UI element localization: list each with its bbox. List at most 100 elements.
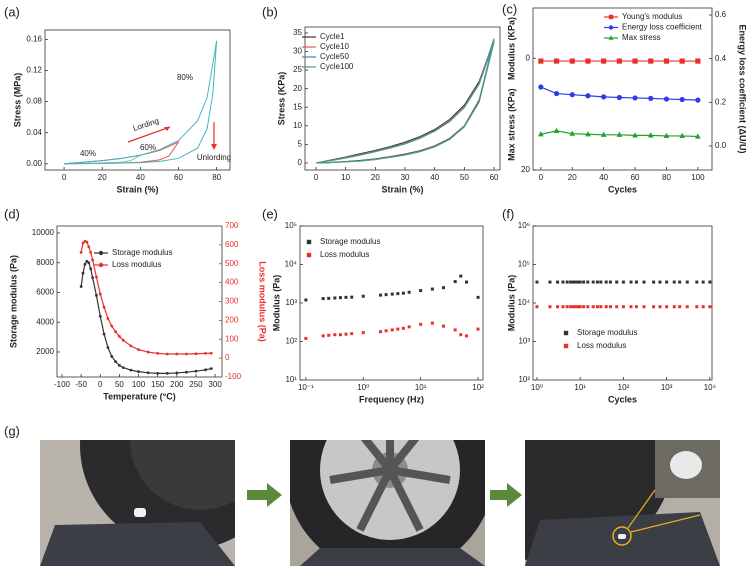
y2-axis-title: Energy loss coefficient (ΔU/U)	[738, 25, 748, 154]
x-tick-label: 10	[341, 173, 350, 182]
y2-tick-label: 0.4	[715, 54, 727, 63]
marker	[453, 328, 457, 332]
marker	[591, 305, 595, 309]
x-tick-label: 20	[568, 173, 577, 182]
marker	[95, 275, 98, 279]
y2-tick-label: 0.6	[715, 10, 727, 19]
marker	[569, 92, 575, 98]
legend-label: Loss modulus	[577, 341, 626, 350]
x-tick-label: 10²	[618, 383, 630, 392]
y2-tick-label: 0.0	[715, 141, 727, 150]
marker	[137, 348, 140, 352]
marker	[114, 330, 117, 334]
photo	[40, 440, 235, 566]
loading-arrow	[127, 126, 171, 143]
legend-marker	[98, 250, 104, 256]
x-tick-label: 0	[62, 173, 67, 182]
marker	[574, 280, 578, 284]
marker	[441, 286, 445, 290]
marker	[599, 280, 603, 284]
plot-frame	[299, 225, 484, 381]
marker	[601, 94, 607, 100]
marker	[695, 280, 699, 284]
marker	[565, 280, 569, 284]
marker	[194, 369, 198, 373]
legend-label: Storage modulus	[320, 237, 380, 246]
marker	[708, 280, 712, 284]
marker	[608, 280, 612, 284]
marker	[553, 127, 560, 133]
marker	[79, 251, 83, 254]
panel-label: (b)	[262, 4, 278, 19]
x-tick-label: 200	[170, 380, 184, 389]
x-axis-title: Frequency (Hz)	[359, 394, 424, 404]
photo	[290, 440, 485, 566]
x-tick-label: 100	[691, 173, 705, 182]
marker	[121, 338, 125, 342]
marker	[98, 292, 102, 296]
annotation: Unlording	[197, 153, 231, 162]
marker	[632, 132, 638, 138]
marker	[569, 280, 573, 284]
legend-label: Storage modulus	[577, 328, 637, 337]
marker	[304, 298, 308, 302]
marker	[209, 351, 213, 355]
marker	[561, 305, 565, 309]
marker	[476, 295, 480, 299]
marker	[701, 280, 705, 284]
legend-marker	[563, 343, 569, 349]
marker	[685, 305, 689, 309]
marker	[576, 305, 580, 309]
marker	[384, 329, 388, 333]
marker	[629, 280, 633, 284]
marker	[604, 280, 608, 284]
x-tick-label: 80	[662, 173, 671, 182]
x-tick-label: 10⁰	[531, 383, 543, 392]
x-tick-label: 40	[136, 173, 145, 182]
marker	[658, 280, 662, 284]
marker	[652, 305, 656, 309]
marker	[338, 333, 342, 337]
legend-marker	[306, 239, 312, 245]
marker	[83, 262, 87, 266]
marker	[586, 280, 590, 284]
marker	[87, 245, 91, 249]
x-tick-label: 30	[401, 173, 410, 182]
marker	[585, 58, 591, 64]
x-tick-label: 100	[132, 380, 146, 389]
zoom-lines	[627, 489, 701, 533]
y-tick-label: 10	[293, 121, 302, 130]
legend-label: Storage modulus	[112, 248, 172, 257]
marker	[538, 84, 544, 90]
marker	[535, 305, 539, 309]
marker	[585, 131, 591, 137]
annotation: 60%	[140, 143, 156, 152]
mat	[40, 522, 235, 566]
marker	[665, 280, 669, 284]
marker	[441, 324, 445, 328]
marker	[327, 333, 331, 337]
marker	[419, 322, 423, 326]
arrow	[247, 483, 282, 507]
marker	[87, 261, 91, 265]
marker	[615, 280, 619, 284]
marker	[616, 131, 623, 137]
x-tick-label: 0	[314, 173, 319, 182]
marker	[535, 280, 539, 284]
marker	[401, 291, 405, 295]
marker	[548, 280, 552, 284]
marker	[156, 372, 160, 375]
y2-tick-label: 0	[225, 353, 230, 362]
x-tick-label: 60	[490, 173, 499, 182]
y2-tick-label: 500	[225, 259, 239, 268]
series-line	[80, 240, 212, 355]
y-tick-label: 10⁵	[285, 221, 297, 230]
legend-label: Cycle1	[320, 32, 345, 41]
marker	[679, 58, 685, 64]
marker	[137, 370, 140, 374]
photo	[525, 440, 720, 566]
marker	[85, 259, 89, 263]
x-tick-label: 50	[115, 380, 124, 389]
y2-tick-label: -100	[225, 372, 242, 381]
